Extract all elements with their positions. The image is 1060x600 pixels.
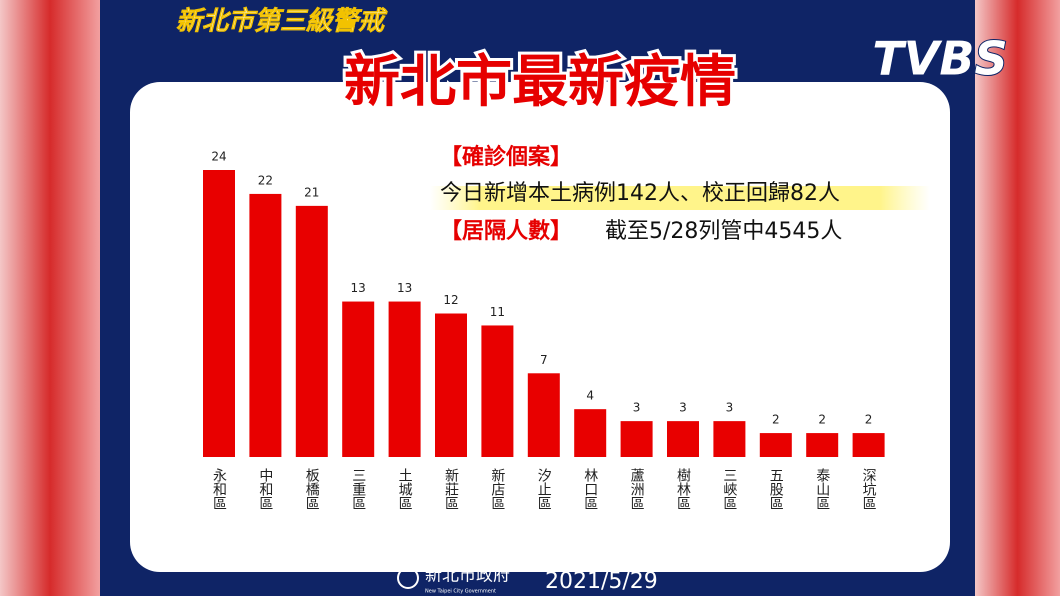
x-tick-label: 中和區	[257, 468, 273, 510]
x-tick-label: 三重區	[350, 468, 366, 510]
value-label: 13	[351, 281, 366, 295]
date: 2021/5/29	[545, 569, 658, 594]
bar	[249, 193, 282, 457]
bar	[481, 325, 514, 457]
value-label: 24	[211, 150, 226, 164]
value-label: 2	[818, 413, 826, 427]
x-tick-label: 板橋區	[304, 468, 320, 510]
x-tick-label: 新店區	[489, 468, 505, 510]
x-tick-label: 樹林區	[675, 468, 691, 510]
value-label: 3	[633, 401, 641, 415]
x-tick-label: 泰山區	[814, 468, 830, 510]
annotation: 今日新增本土病例142人、校正回歸82人	[440, 181, 840, 206]
bar	[435, 313, 467, 457]
value-label: 11	[490, 305, 505, 319]
value-label: 2	[772, 413, 780, 427]
bar	[342, 301, 375, 457]
chart-title: 新北市最新疫情	[344, 50, 736, 115]
source: 新北市政府	[425, 566, 510, 586]
footer-logo	[397, 567, 419, 589]
annotation: 【確診個案】	[440, 144, 572, 170]
bar	[852, 433, 885, 457]
value-label: 2	[865, 413, 873, 427]
bar	[620, 421, 653, 457]
bar	[713, 421, 746, 457]
x-tick-label: 林口區	[582, 468, 598, 510]
background-right	[975, 0, 1060, 596]
bar	[806, 433, 839, 457]
x-tick-label: 深坑區	[861, 468, 877, 510]
value-label: 7	[540, 353, 548, 367]
x-tick-label: 三峽區	[721, 468, 737, 510]
value-label: 3	[726, 401, 734, 415]
bar	[527, 373, 560, 457]
bar	[667, 421, 699, 457]
highlight	[430, 186, 930, 210]
value-label: 13	[397, 281, 412, 295]
logo-brand: TVBS	[872, 32, 1007, 86]
background-left	[0, 0, 100, 596]
annotation: 【居隔人數】	[440, 219, 572, 244]
value-label: 22	[258, 173, 273, 187]
bar	[574, 409, 607, 457]
bar	[295, 205, 328, 457]
source-en: New Taipei City Government	[425, 589, 496, 595]
bar	[388, 301, 421, 457]
logo-sub: 新聞網	[875, 88, 935, 112]
value-label: 3	[679, 401, 687, 415]
x-tick-label: 蘆洲區	[629, 468, 645, 510]
x-tick-label: 土城區	[397, 468, 413, 510]
value-label: 21	[304, 185, 319, 199]
x-tick-label: 新莊區	[443, 468, 459, 510]
value-label: 12	[443, 293, 458, 307]
annotation: 截至5/28列管中4545人	[605, 219, 842, 244]
value-label: 4	[586, 389, 594, 403]
x-tick-label: 汐止區	[536, 468, 552, 510]
banner: 新北市第三級警戒	[176, 7, 388, 37]
bar	[759, 433, 792, 457]
x-tick-label: 永和區	[211, 468, 227, 510]
bar	[203, 170, 235, 457]
x-tick-label: 五股區	[768, 468, 784, 510]
